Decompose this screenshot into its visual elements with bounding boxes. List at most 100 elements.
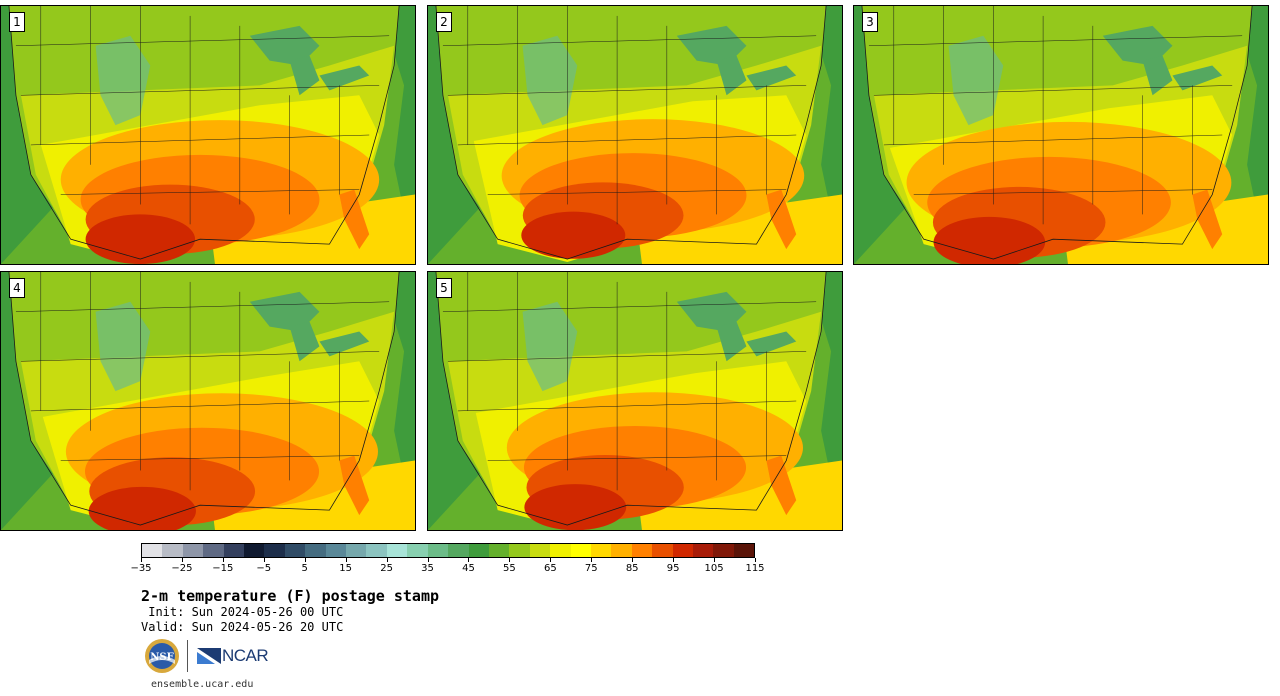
temperature-map-5 xyxy=(428,272,842,530)
lake-michigan xyxy=(1142,55,1173,96)
member-label-2: 2 xyxy=(436,12,452,32)
colorbar-segment xyxy=(448,544,469,557)
member-label-1: 1 xyxy=(9,12,25,32)
lake-erie xyxy=(1172,65,1223,91)
valid-time: Valid: Sun 2024-05-26 20 UTC xyxy=(141,620,344,634)
colorbar-tick-label: 105 xyxy=(694,558,734,574)
colorbar-segment xyxy=(244,544,265,557)
coastline xyxy=(8,272,400,526)
gulf-of-mexico xyxy=(636,194,842,264)
colorbar-tick-label: −25 xyxy=(162,558,202,574)
gulf-of-mexico xyxy=(209,194,415,264)
florida xyxy=(766,455,797,516)
colorbar-segment xyxy=(652,544,673,557)
ensemble-member-map-5: 5 xyxy=(427,271,843,531)
plot-title: 2-m temperature (F) postage stamp xyxy=(141,587,440,605)
lake-michigan xyxy=(716,55,747,96)
colorbar-tick-label: −15 xyxy=(203,558,243,574)
member-label-3: 3 xyxy=(862,12,878,32)
rocky-mountains xyxy=(522,301,578,392)
colorbar-ticks: −35 −25 −15 −5 5 15 25 35 45 55 65 75 85 95 105 115 xyxy=(130,558,765,578)
temperature-colorbar xyxy=(141,543,755,558)
colorbar-segment xyxy=(631,544,653,557)
init-time: Init: Sun 2024-05-26 00 UTC xyxy=(141,605,344,619)
state-borders xyxy=(15,6,390,225)
colorbar-segment xyxy=(570,544,591,557)
colorbar-segment xyxy=(611,544,632,557)
colorbar-segment xyxy=(325,544,347,557)
map-layers xyxy=(428,272,842,530)
colorbar-segment xyxy=(672,544,693,557)
svg-text:NSF: NSF xyxy=(150,652,173,663)
coastline xyxy=(435,272,827,526)
colorbar-tick-label: 25 xyxy=(367,558,407,574)
rocky-mountains xyxy=(95,301,151,392)
lake-michigan xyxy=(716,321,747,362)
rocky-mountains xyxy=(948,35,1004,126)
colorbar-segment xyxy=(488,544,510,557)
colorbar-segment xyxy=(386,544,408,557)
colorbar-segment xyxy=(223,544,245,557)
colorbar-segment xyxy=(305,544,326,557)
colorbar-segment xyxy=(366,544,387,557)
member-label-5: 5 xyxy=(436,278,452,298)
colorbar-tick-label: 115 xyxy=(735,558,775,574)
temperature-map-2 xyxy=(428,6,842,264)
sponsor-logos: NSF NCAR xyxy=(144,638,274,674)
member-label-4: 4 xyxy=(9,278,25,298)
ncar-logo-text: NCAR xyxy=(222,646,269,665)
ensemble-member-map-2: 2 xyxy=(427,5,843,265)
temperature-map-1 xyxy=(1,6,415,264)
colorbar-segment xyxy=(468,544,489,557)
lake-erie xyxy=(319,65,370,91)
rocky-mountains xyxy=(522,35,578,126)
site-url: ensemble.ucar.edu xyxy=(151,679,254,690)
heat-zone-4 xyxy=(524,484,627,530)
heat-zone-4 xyxy=(88,486,196,530)
colorbar-tick-label: 95 xyxy=(653,558,693,574)
heat-zone-4 xyxy=(85,214,196,264)
temperature-map-3 xyxy=(854,6,1268,264)
colorbar-segment xyxy=(733,544,755,557)
lake-erie xyxy=(746,331,797,357)
colorbar-tick-label: 45 xyxy=(448,558,488,574)
florida xyxy=(339,189,370,250)
colorbar-tick-label: −5 xyxy=(244,558,284,574)
colorbar-segment xyxy=(713,544,734,557)
state-borders xyxy=(442,6,817,225)
colorbar-segment xyxy=(203,544,224,557)
map-layers xyxy=(1,272,415,530)
map-layers xyxy=(854,6,1268,264)
colorbar-tick-label: 85 xyxy=(612,558,652,574)
colorbar-segment xyxy=(550,544,571,557)
state-borders xyxy=(442,272,817,491)
rocky-mountains xyxy=(95,35,151,126)
state-borders xyxy=(868,6,1243,225)
florida xyxy=(1192,189,1223,250)
ensemble-member-map-4: 4 xyxy=(0,271,416,531)
coastline xyxy=(8,6,400,260)
colorbar-segment xyxy=(142,544,163,557)
colorbar-segment xyxy=(427,544,449,557)
map-layers xyxy=(428,6,842,264)
colorbar-tick-label: −35 xyxy=(121,558,161,574)
great-lakes xyxy=(249,291,320,332)
colorbar-segment xyxy=(264,544,285,557)
coastline xyxy=(861,6,1253,260)
great-lakes xyxy=(676,25,747,66)
great-lakes xyxy=(676,291,747,332)
colorbar-segment xyxy=(182,544,204,557)
lake-erie xyxy=(746,65,797,91)
colorbar-segment xyxy=(692,544,714,557)
colorbar-tick-label: 5 xyxy=(285,558,325,574)
heat-zone-4 xyxy=(933,216,1046,264)
map-layers xyxy=(1,6,415,264)
colorbar-tick-label: 75 xyxy=(571,558,611,574)
nsf-logo-icon: NSF xyxy=(145,639,179,673)
colorbar-segment xyxy=(529,544,551,557)
gulf-of-mexico xyxy=(636,460,842,530)
colorbar-tick-label: 65 xyxy=(530,558,570,574)
lake-michigan xyxy=(289,55,320,96)
coastline xyxy=(435,6,827,260)
florida xyxy=(339,455,370,516)
